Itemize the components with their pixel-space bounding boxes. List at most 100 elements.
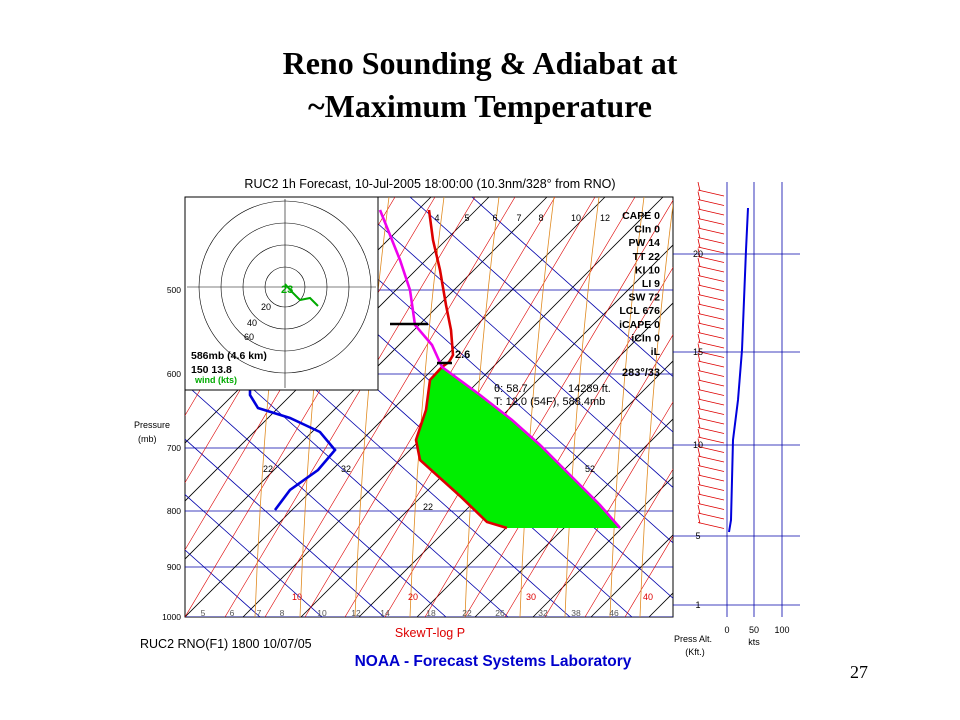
- index-item: CIn 0: [634, 224, 660, 236]
- hodo-wind: 150 13.8: [191, 364, 232, 376]
- dry-adiabat: [347, 197, 673, 488]
- wind-barb: [697, 322, 725, 330]
- credit-label: NOAA - Forecast Systems Laboratory: [355, 653, 632, 670]
- mixing-ratio-top-label: 5: [464, 213, 469, 223]
- wind-barb-flag: [697, 352, 701, 363]
- moist-adiabat: [464, 266, 673, 617]
- wind-barb: [697, 446, 725, 453]
- altitude-tick: 5: [695, 531, 700, 541]
- parcel-top-label: 2.6: [455, 349, 470, 361]
- wind-barb-flag: [697, 343, 701, 353]
- pressure-tick-labels: 500 600 700 800 900 1000: [162, 285, 181, 622]
- mixing-ratio-bottom-label: 38: [571, 608, 581, 618]
- wind-barb: [697, 493, 725, 501]
- mixing-ratio-bottom-label: 12: [351, 608, 361, 618]
- temperature-tick: 10: [292, 592, 302, 602]
- wind-barb: [697, 389, 725, 396]
- wind-barb-flag: [697, 286, 701, 296]
- wind-barb-flag: [697, 314, 701, 325]
- temperature-tick: 30: [526, 592, 536, 602]
- mixing-ratio-line: [609, 197, 645, 617]
- wind-barb-flag: [697, 257, 701, 268]
- index-item: iCIn 0: [631, 332, 660, 344]
- index-item: iL: [651, 346, 661, 358]
- moist-adiabat: [384, 197, 636, 617]
- mixing-ratio-bottom-label: 32: [538, 608, 548, 618]
- wind-barb: [697, 408, 725, 415]
- adiabat-label: 32: [341, 464, 351, 474]
- hodo-info: 586mb (4.6 km): [191, 350, 267, 362]
- altitude-tick: 1: [695, 600, 700, 610]
- wind-barb: [697, 313, 725, 320]
- dry-adiabat: [185, 438, 385, 617]
- moist-adiabat: [624, 535, 673, 617]
- wind-barb-flag: [697, 457, 701, 467]
- plot-grid: [185, 197, 673, 617]
- wind-barb: [697, 455, 725, 463]
- hodograph-ring-labels: 20 40 60: [244, 302, 271, 342]
- mixing-ratio-bottom-label: 5: [201, 608, 206, 618]
- hodograph-frame: [184, 196, 379, 391]
- kts-label: kts: [748, 637, 760, 647]
- wind-barb-flag: [697, 182, 701, 192]
- isotherm: [300, 244, 673, 617]
- hodo-ring-label: 60: [244, 332, 254, 342]
- altitude-tick: 15: [693, 347, 703, 357]
- wind-barb: [697, 303, 725, 311]
- index-item: SW 72: [628, 292, 660, 304]
- wind-barb-flag: [697, 295, 701, 306]
- altitude-tick: 20: [693, 249, 703, 259]
- isotherm: [185, 197, 548, 560]
- parcel-height: 14289 ft.: [568, 383, 611, 395]
- wind-barb: [697, 436, 725, 444]
- pressure-tick: 500: [167, 285, 181, 295]
- hodograph-rings: [187, 199, 376, 388]
- isotherm: [474, 418, 673, 617]
- alt-axis-units: (Kft.): [685, 647, 705, 657]
- wind-barb: [697, 294, 725, 301]
- mixing-ratio-top-label: 12: [600, 213, 610, 223]
- pressure-tick: 600: [167, 369, 181, 379]
- wind-barb: [697, 227, 725, 235]
- isotherm: [590, 534, 673, 617]
- dry-adiabat: [185, 327, 509, 617]
- moist-adiabat: [264, 197, 516, 617]
- wind-barb: [697, 360, 725, 368]
- wind-barb-flag: [697, 210, 701, 220]
- wind-barb-flag: [697, 371, 701, 382]
- mixing-ratio-bottom-label: 22: [462, 608, 472, 618]
- wind-barb-flag: [697, 400, 701, 410]
- alt-axis-label: Press Alt.: [674, 634, 712, 644]
- mixing-ratio-bottom-label: 8: [280, 608, 285, 618]
- wind-barb: [697, 370, 725, 377]
- wind-barb: [697, 351, 725, 358]
- hodo-ring-label: 40: [247, 318, 257, 328]
- parcel-area: [416, 367, 620, 528]
- wind-barb-flag: [697, 485, 701, 496]
- mixing-ratio-bottom-label: 46: [609, 608, 619, 618]
- wind-barb-flag: [697, 409, 701, 420]
- wind-barb-flag: [697, 438, 701, 448]
- adiabat-label: 22: [263, 464, 273, 474]
- wind-barb: [697, 341, 725, 349]
- moist-adiabat: [584, 468, 673, 617]
- temperature-tick: 40: [643, 592, 653, 602]
- wind-barb-flag: [697, 419, 701, 429]
- wind-speed-profile: [728, 207, 749, 533]
- chart-footer-left: RUC2 RNO(F1) 1800 10/07/05: [140, 637, 312, 651]
- parcel-temperature: T: 12.0 (54F), 588.4mb: [494, 396, 605, 408]
- wind-barb: [697, 522, 725, 529]
- altitude-tick: 10: [693, 440, 703, 450]
- title-line-2: ~Maximum Temperature: [307, 88, 652, 124]
- pressure-tick: 800: [167, 506, 181, 516]
- index-item: KI 10: [635, 264, 660, 276]
- isotherm: [416, 360, 673, 617]
- altitude-tick-labels: 20 15 10 5 1: [693, 249, 703, 610]
- index-item: LCL 676: [619, 305, 660, 317]
- wind-barb-flag: [697, 267, 701, 277]
- index-item: TT 22: [633, 251, 661, 263]
- hodograph-trace: [284, 283, 319, 307]
- speed-tick: 0: [724, 625, 729, 635]
- wind-barb-flag: [697, 514, 701, 524]
- dry-adiabat: [185, 494, 323, 617]
